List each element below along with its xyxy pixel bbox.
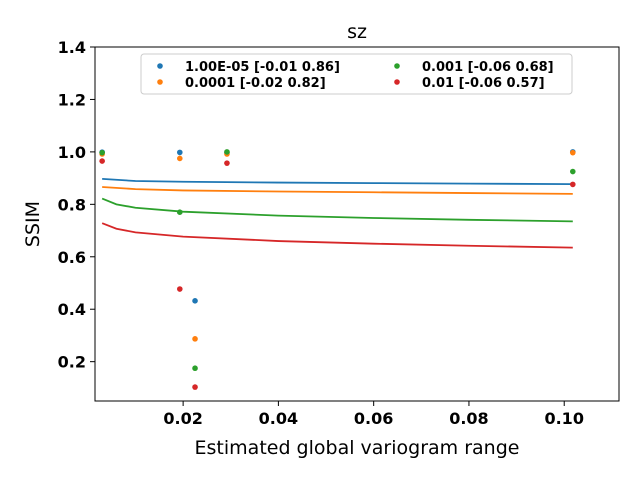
- data-point-3: [176, 286, 183, 292]
- x-tick-label: 0.10: [544, 409, 583, 428]
- x-tick-label: 0.06: [354, 409, 393, 428]
- data-point-0: [176, 149, 183, 156]
- data-point-2: [176, 209, 183, 215]
- x-tick-label: 0.04: [259, 409, 298, 428]
- legend-label-2: 0.001 [-0.06 0.68]: [422, 60, 554, 75]
- y-tick-label: 1.0: [58, 143, 86, 162]
- legend-marker-2: [394, 63, 400, 69]
- legend-marker-0: [157, 63, 163, 69]
- y-axis-label: SSIM: [22, 201, 44, 247]
- data-point-1: [192, 336, 198, 342]
- legend-marker-3: [394, 79, 400, 85]
- fit-curve-0: [102, 178, 573, 186]
- legend-label-1: 0.0001 [-0.02 0.82]: [185, 76, 326, 91]
- plot-area: [99, 149, 576, 390]
- legend-marker-1: [157, 79, 163, 85]
- x-tick-label: 0.02: [163, 409, 202, 428]
- data-point-3: [99, 158, 105, 164]
- data-point-3: [569, 181, 576, 188]
- data-point-2: [192, 365, 198, 372]
- y-tick-label: 0.8: [58, 195, 86, 214]
- y-tick-label: 0.4: [58, 300, 86, 319]
- y-tick-label: 1.4: [58, 38, 86, 57]
- data-point-2: [224, 149, 230, 155]
- data-point-0: [192, 298, 198, 304]
- data-point-3: [224, 160, 230, 166]
- legend-label-0: 1.00E-05 [-0.01 0.86]: [185, 60, 340, 75]
- legend-label-3: 0.01 [-0.06 0.57]: [422, 76, 545, 91]
- fit-curve-2: [101, 197, 573, 223]
- fit-curve-3: [101, 222, 573, 249]
- fit-curve-1: [102, 186, 573, 195]
- plot-frame: [94, 46, 620, 402]
- data-point-3: [192, 384, 198, 390]
- x-axis-label: Estimated global variogram range: [195, 437, 520, 459]
- legend-box: [140, 53, 573, 95]
- data-point-1: [569, 149, 576, 156]
- y-tick-label: 0.2: [58, 353, 86, 372]
- legend: 1.00E-05 [-0.01 0.86]0.0001 [-0.02 0.82]…: [140, 53, 573, 95]
- x-tick-label: 0.08: [449, 409, 488, 428]
- y-tick-label: 1.2: [58, 90, 86, 109]
- y-tick-label: 0.6: [58, 248, 86, 267]
- data-point-2: [569, 168, 576, 175]
- data-point-1: [176, 155, 183, 162]
- data-point-2: [99, 149, 105, 156]
- chart-title: sz: [347, 21, 367, 43]
